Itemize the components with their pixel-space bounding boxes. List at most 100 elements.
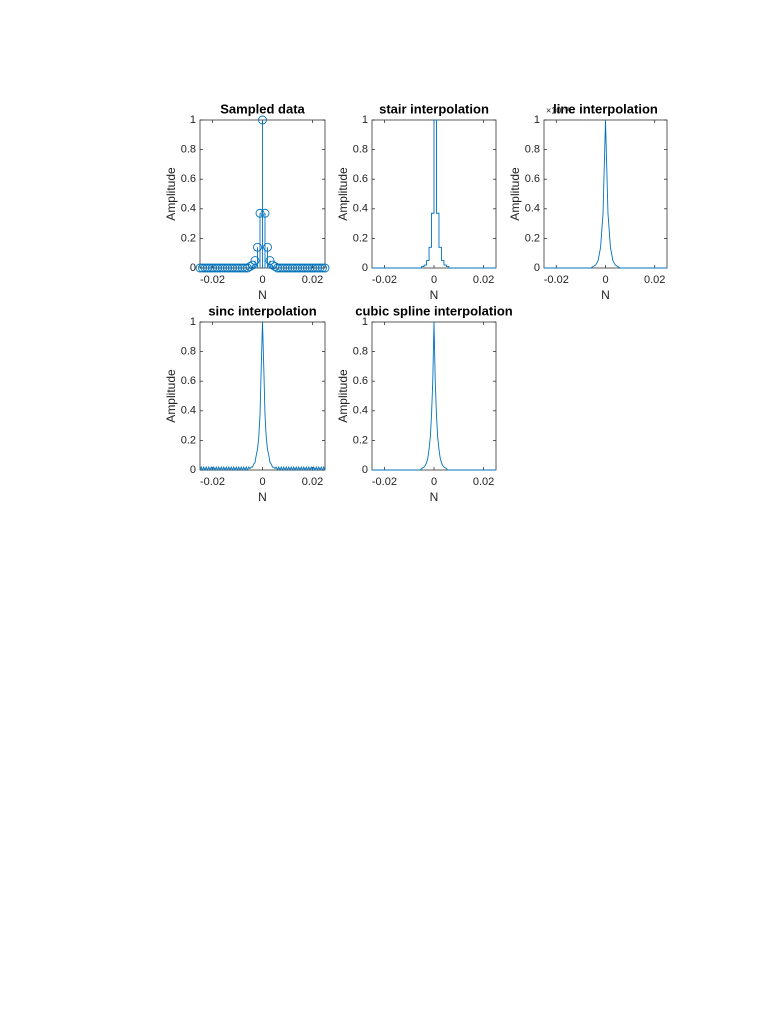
- stem-marker: [275, 263, 285, 273]
- x-tick-label: -0.02: [200, 476, 225, 488]
- stem-marker: [248, 260, 257, 270]
- y-axis-label: Amplitude: [336, 167, 350, 221]
- stem-marker: [298, 263, 307, 273]
- y-tick-label: 0.6: [353, 173, 368, 185]
- x-tick-label: 0.02: [302, 476, 323, 488]
- stem-marker: [278, 263, 287, 273]
- stem-marker: [195, 263, 205, 273]
- x-axis-label: N: [430, 288, 439, 302]
- data-line: [372, 321, 496, 471]
- chart-title: stair interpolation: [379, 101, 489, 116]
- stem-marker: [245, 262, 255, 271]
- y-tick-label: 1: [534, 114, 540, 126]
- y-axis-label: Amplitude: [164, 167, 178, 221]
- y-axis-label: Amplitude: [164, 369, 178, 423]
- axes-box: [199, 321, 326, 471]
- x-tick-label: -0.02: [372, 476, 397, 488]
- stem-marker: [240, 263, 250, 273]
- stem-marker: [288, 263, 297, 273]
- y-tick-label: 0: [190, 464, 196, 476]
- stem-marker: [295, 263, 305, 273]
- stem-marker: [250, 256, 260, 266]
- subplot: 0 0.2 0.4 0.6 0.8 1 -0.02 0 0.02 Sampled data N Amp…: [164, 101, 330, 302]
- y-tick-label: 0.4: [525, 203, 540, 215]
- axes-box: [371, 321, 497, 471]
- stem-marker: [208, 263, 217, 273]
- stem-marker: [300, 263, 310, 273]
- y-tick-label: 1: [362, 316, 368, 328]
- stem-marker: [310, 263, 320, 273]
- stem-marker: [228, 263, 237, 273]
- y-tick-label: 0.2: [353, 434, 368, 446]
- y-tick-label: 0.2: [525, 232, 540, 244]
- x-tick-label: 0.02: [473, 274, 494, 286]
- stem-marker: [223, 263, 232, 273]
- x-tick-label: 0: [602, 274, 608, 286]
- axis-exponent: ×10⁻³: [546, 105, 569, 115]
- stem-marker: [260, 208, 270, 218]
- stem-marker: [308, 263, 317, 273]
- stem-marker: [215, 263, 225, 273]
- y-tick-label: 0.4: [353, 203, 368, 215]
- x-axis-label: N: [430, 490, 439, 504]
- stem-marker: [315, 263, 325, 273]
- x-tick-label: -0.02: [372, 274, 397, 286]
- stem-marker: [213, 263, 222, 273]
- stem-marker: [225, 263, 235, 273]
- x-tick-label: -0.02: [200, 274, 225, 286]
- stem-marker: [210, 263, 220, 273]
- y-tick-label: 0.6: [525, 173, 540, 185]
- subplot: 0 0.2 0.4 0.6 0.8 1 -0.02 0 0.02 sinc interpolati…: [164, 303, 326, 504]
- y-tick-label: 0: [362, 464, 368, 476]
- stem-marker: [220, 263, 230, 273]
- x-axis-label: N: [258, 490, 267, 504]
- y-tick-label: 0.8: [525, 144, 540, 156]
- y-tick-label: 0.8: [353, 144, 368, 156]
- stem-marker: [263, 242, 272, 252]
- stem-marker: [318, 263, 327, 273]
- x-axis-label: N: [601, 288, 610, 302]
- stem-marker: [265, 256, 275, 266]
- y-tick-label: 1: [362, 114, 368, 126]
- y-tick-label: 0.8: [181, 346, 196, 358]
- stem-marker: [205, 263, 215, 273]
- stem-marker: [255, 208, 265, 218]
- data-line: [199, 321, 326, 472]
- x-tick-label: 0: [431, 274, 437, 286]
- stem-marker: [218, 263, 227, 273]
- stairs-line: [372, 119, 496, 269]
- y-tick-label: 1: [190, 316, 196, 328]
- y-tick-label: 0.6: [353, 375, 368, 387]
- x-tick-label: 0: [431, 476, 437, 488]
- y-tick-label: 0.4: [181, 405, 196, 417]
- y-axis-label: Amplitude: [336, 369, 350, 423]
- y-tick-label: 0.6: [181, 173, 196, 185]
- y-axis-label: Amplitude: [508, 167, 522, 221]
- subplot: 0 0.2 0.4 0.6 0.8 1 -0.02 0 0.02 line interpolati…: [508, 101, 668, 302]
- y-tick-label: 0.6: [181, 375, 196, 387]
- chart-title: line interpolation: [553, 101, 658, 116]
- stem-marker: [233, 263, 242, 273]
- stem-marker: [253, 242, 262, 252]
- stem-marker: [283, 263, 292, 273]
- y-tick-label: 0.4: [353, 405, 368, 417]
- x-tick-label: 0: [259, 274, 265, 286]
- stem-marker: [305, 263, 315, 273]
- data-line: [544, 119, 667, 269]
- chart-title: Sampled data: [220, 101, 305, 116]
- y-tick-label: 0: [534, 262, 540, 274]
- x-tick-label: -0.02: [544, 274, 569, 286]
- subplot: 0 0.2 0.4 0.6 0.8 1 -0.02 0 0.02 stair interpolat…: [336, 101, 497, 302]
- y-tick-label: 0: [362, 262, 368, 274]
- stem-marker: [200, 263, 210, 273]
- axes-box: [543, 119, 668, 269]
- stem-marker: [290, 263, 300, 273]
- stem-marker: [203, 263, 212, 273]
- stem-marker: [230, 263, 240, 273]
- y-tick-label: 0.8: [353, 346, 368, 358]
- stem-marker: [320, 263, 330, 273]
- y-tick-label: 0.2: [181, 434, 196, 446]
- stem-marker: [198, 263, 207, 273]
- stem-marker: [258, 115, 267, 125]
- x-tick-label: 0: [259, 476, 265, 488]
